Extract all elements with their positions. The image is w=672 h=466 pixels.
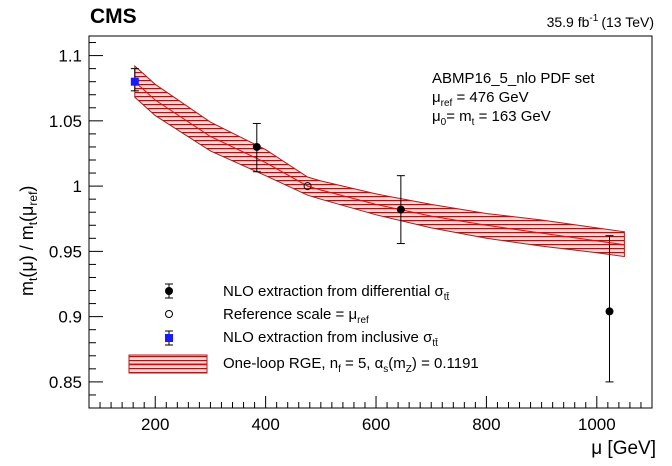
legend-rge-tail: ) = 0.1191	[412, 355, 479, 372]
y-tick-label: 0.9	[58, 308, 82, 327]
y-label-m1: m	[17, 281, 37, 296]
x-tick-label: 1000	[578, 415, 616, 434]
y-label-arg2-open: (μ	[17, 206, 37, 222]
mu0-label: μ0= mt = 163 GeV	[432, 108, 551, 128]
legend-rge-label: One-loop RGE, nf = 5, αs(mZ) = 0.1191	[223, 355, 479, 375]
legend-differential-marker	[165, 287, 173, 295]
mu-ref-symbol: μ	[432, 89, 441, 106]
x-tick-label: 400	[251, 415, 279, 434]
y-tick-label: 1.05	[49, 112, 82, 131]
legend-reference-label: Reference scale = μref	[223, 306, 369, 326]
lumi-exponent: -1	[589, 13, 598, 24]
legend-inclusive-marker	[165, 334, 173, 342]
rge-band	[134, 64, 625, 258]
y-label-arg2-sub: ref	[26, 191, 40, 206]
x-axis-label: μ [GeV]	[591, 438, 656, 459]
legend-rge-mid: = 5, α	[341, 355, 384, 372]
legend-inclusive-text: NLO extraction from inclusive σ	[223, 329, 433, 346]
mu0-symbol: μ	[432, 108, 441, 125]
lumi-value: 35.9 fb	[547, 14, 590, 30]
legend-reference-marker	[165, 310, 173, 318]
x-tick-label: 800	[472, 415, 500, 434]
plot-frame	[88, 35, 653, 409]
inclusive-point	[130, 77, 139, 86]
legend-differential-text: NLO extraction from differential σ	[223, 283, 444, 300]
y-tick-label: 1	[73, 177, 82, 196]
axis-ticks: 200 400 600 800 1000 0.85 0.9 0.95 1 1.05 1.1	[49, 42, 653, 434]
y-axis-label: mt(μ) / mt(μref)	[17, 186, 40, 296]
mu-ref-sub: ref	[441, 98, 453, 109]
mu0-sub: 0	[441, 117, 447, 128]
rge-center-line	[134, 81, 625, 246]
legend-rge-text: One-loop RGE, n	[223, 355, 338, 372]
differential-point	[396, 205, 405, 214]
mu0-value: = 163 GeV	[474, 108, 550, 125]
y-label-arg1: (μ) / m	[17, 225, 37, 277]
mu0-mid: = m	[446, 108, 471, 125]
legend-rge-sub3: Z	[406, 364, 412, 375]
legend-rge-sub1: f	[338, 364, 341, 375]
y-tick-label: 1.1	[58, 47, 82, 66]
legend: NLO extraction from differential σtt̄ Re…	[128, 283, 479, 375]
legend-differential-label: NLO extraction from differential σtt̄	[223, 283, 450, 303]
rge-band-layer	[134, 64, 625, 258]
y-tick-label: 0.95	[49, 242, 82, 261]
differential-point	[605, 307, 614, 316]
mu-ref-value: = 476 GeV	[452, 89, 528, 106]
reference-point	[303, 182, 312, 191]
pdf-set-label: ABMP16_5_nlo PDF set	[432, 70, 595, 87]
legend-rge-sub2: s	[383, 364, 388, 375]
data-points-layer	[130, 68, 614, 383]
experiment-label: CMS	[90, 5, 137, 28]
legend-inclusive-sub: tt̄	[432, 337, 438, 349]
y-label-arg2-close: )	[17, 186, 37, 192]
mu-ref-label: μref = 476 GeV	[432, 89, 529, 109]
legend-reference-sub: ref	[357, 315, 369, 326]
lumi-energy: (13 TeV)	[601, 14, 654, 30]
legend-reference-text: Reference scale = μ	[223, 306, 357, 323]
legend-entry-differential: NLO extraction from differential σtt̄	[165, 283, 450, 303]
legend-entry-rge: One-loop RGE, nf = 5, αs(mZ) = 0.1191	[128, 354, 479, 375]
mu0-msub: t	[472, 117, 475, 128]
y-label-m1-sub: t	[26, 277, 40, 281]
legend-inclusive-label: NLO extraction from inclusive σtt̄	[223, 329, 438, 349]
x-tick-label: 600	[362, 415, 390, 434]
differential-point	[252, 142, 261, 151]
legend-entry-reference: Reference scale = μref	[165, 306, 369, 326]
x-tick-label: 200	[141, 415, 169, 434]
lumi-label: 35.9 fb-1 (13 TeV)	[547, 13, 654, 30]
legend-rge-paren: (m	[388, 355, 406, 372]
y-label-m2-sub: t	[26, 221, 40, 225]
legend-entry-inclusive: NLO extraction from inclusive σtt̄	[165, 329, 438, 349]
legend-differential-sub: tt̄	[444, 291, 450, 303]
y-tick-label: 0.85	[49, 373, 82, 392]
